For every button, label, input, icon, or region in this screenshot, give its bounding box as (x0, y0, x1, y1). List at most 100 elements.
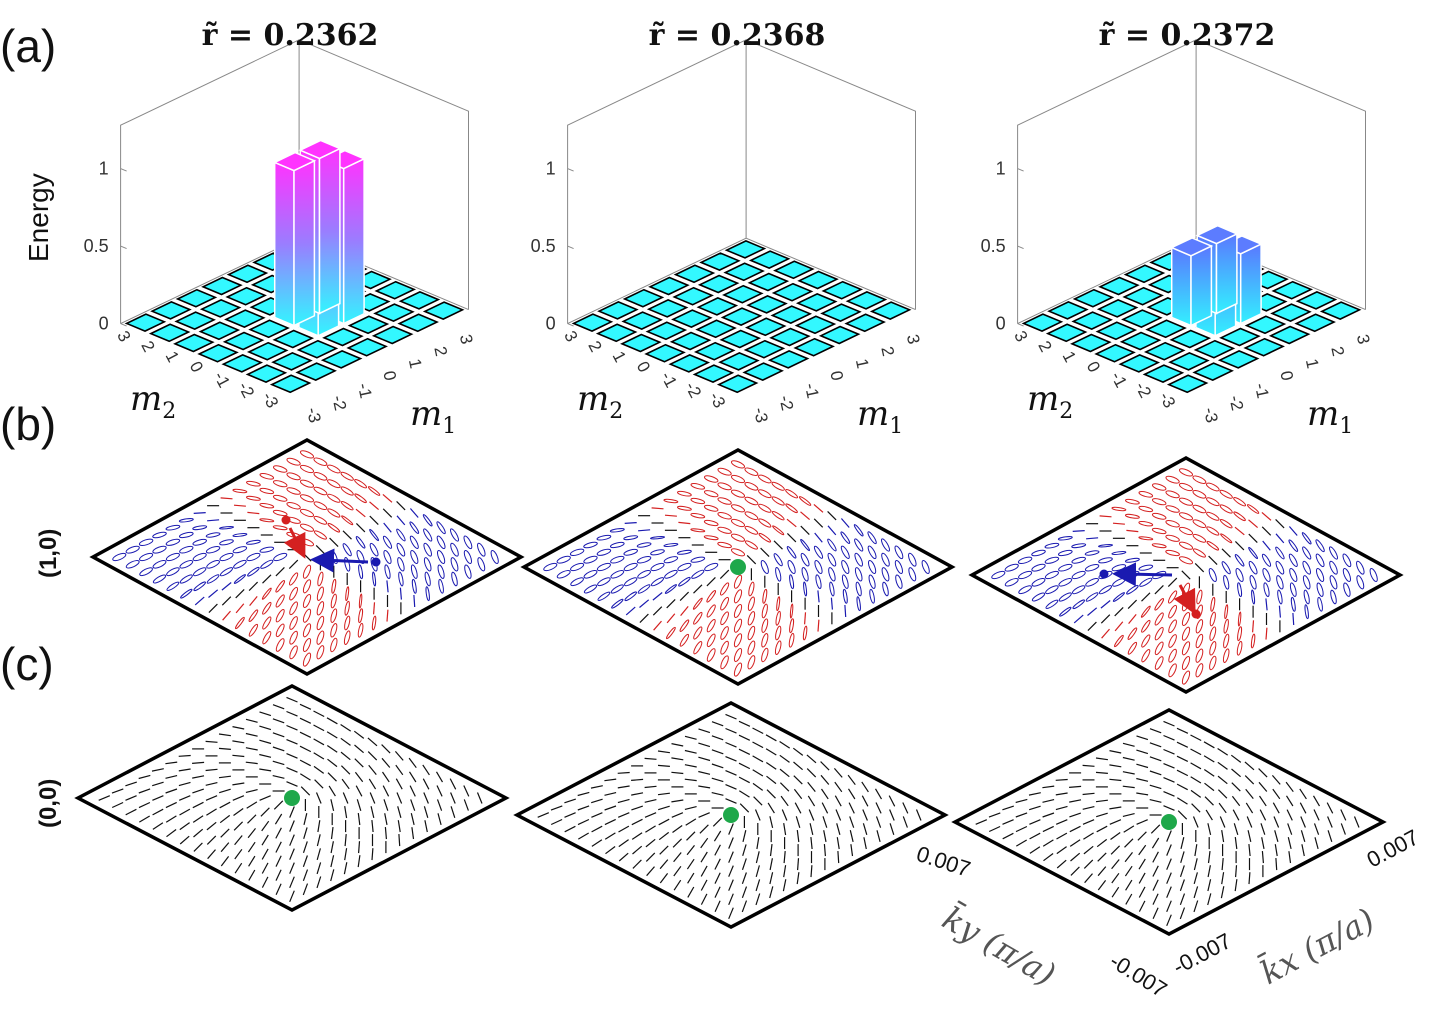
polarization-line (550, 818, 563, 826)
m2-tick-label: 1 (609, 348, 630, 365)
bar-face (293, 159, 316, 327)
polarization-line (275, 841, 282, 853)
polarization-ellipse (436, 521, 446, 535)
m2-axis-label: m2 (577, 379, 623, 424)
polarization-line (1137, 831, 1147, 841)
polarization-line (671, 799, 684, 803)
polarization-line (796, 872, 800, 885)
polarization-ellipse (663, 543, 679, 547)
polarization-line (219, 814, 231, 824)
polarization-line (330, 827, 334, 840)
polarization-ellipse (720, 596, 730, 611)
polarization-ellipse (331, 578, 337, 594)
m2-tick-label: 0 (633, 358, 654, 375)
polarization-line (1248, 872, 1251, 885)
polarization-ellipse (1031, 549, 1046, 557)
polarization-ellipse (730, 504, 746, 513)
polarization-line (659, 845, 669, 855)
polarization-ellipse (1154, 641, 1164, 656)
polarization-line (1314, 837, 1319, 850)
polarization-ellipse (1017, 556, 1033, 565)
polarization-line (1340, 823, 1346, 835)
polarization-line (207, 849, 216, 860)
polarization-line (1152, 893, 1159, 905)
polarization-ellipse (1127, 641, 1138, 655)
polarization-line (369, 501, 379, 511)
m1-axis-label: m1 (857, 394, 903, 439)
polarization-line (232, 740, 245, 744)
polarization-maps-1-0 (89, 438, 1404, 694)
polarization-ellipse (1302, 560, 1311, 575)
polarization-line (1069, 825, 1081, 833)
polarization-line (205, 782, 218, 786)
polarization-line (1100, 614, 1111, 624)
polarization-ellipse (259, 502, 275, 509)
polarization-line (604, 792, 617, 796)
polarization-line (753, 796, 763, 806)
polarization-line (1070, 866, 1080, 876)
polarization-line (1097, 852, 1107, 862)
polarization-ellipse (1178, 468, 1194, 477)
m1-tick-label: -3 (750, 406, 772, 425)
polarization-ellipse (1085, 592, 1099, 602)
polarization-line (1176, 769, 1189, 777)
polarization-line (564, 812, 576, 818)
polarization-ellipse (1233, 497, 1247, 507)
polarization-map (513, 701, 949, 929)
polarization-ellipse (1138, 520, 1154, 527)
polarization-ellipse (1219, 519, 1233, 529)
polarization-ellipse (192, 525, 208, 531)
polarization-line (659, 873, 669, 884)
polarization-line (261, 820, 270, 832)
polarization-line (259, 711, 272, 717)
polarization-ellipse (166, 581, 180, 591)
polarization-line (1217, 747, 1229, 756)
polarization-line (272, 732, 285, 738)
polarization-ellipse (1139, 577, 1153, 587)
polarization-line (261, 834, 269, 846)
polarization-line (260, 807, 270, 817)
polarization-line (382, 493, 393, 503)
polarization-line (1096, 838, 1108, 848)
polarization-line (1299, 802, 1307, 814)
polarization-line (1275, 533, 1285, 544)
polarization-line (316, 834, 321, 847)
polarization-line (645, 838, 656, 848)
polarization-line (152, 822, 164, 830)
polarization-line (1231, 768, 1241, 778)
polarization-line (368, 764, 377, 775)
polarization-ellipse (693, 626, 703, 640)
polarization-line (1163, 777, 1175, 783)
floor-tile (693, 341, 736, 361)
polarization-line (847, 774, 856, 786)
polarization-line (1326, 802, 1334, 814)
polarization-line (1180, 851, 1185, 863)
floor-tile (1270, 303, 1312, 322)
polarization-line (714, 872, 721, 884)
polarization-line (711, 777, 724, 783)
polarization-ellipse (436, 535, 446, 550)
polarization-ellipse (1196, 589, 1203, 605)
polarization-ellipse (316, 586, 324, 601)
polarization-line (756, 837, 760, 850)
polarization-line (1055, 792, 1068, 796)
polarization-line (862, 809, 868, 821)
floor-tile (150, 301, 192, 320)
polarization-line (685, 818, 697, 826)
polarization-ellipse (275, 594, 285, 608)
polarization-ellipse (247, 566, 260, 577)
polarization-line (700, 837, 709, 849)
polarization-ellipse (570, 577, 584, 587)
polarization-line (738, 790, 750, 798)
polarization-ellipse (758, 518, 772, 528)
polarization-ellipse (165, 538, 181, 546)
polarization-line (1163, 763, 1175, 769)
polarization-line (303, 827, 308, 839)
polarization-line (178, 754, 191, 757)
polarization-ellipse (477, 557, 486, 572)
polarization-ellipse (787, 559, 796, 575)
polarization-ellipse (1138, 564, 1154, 571)
polarization-ellipse (690, 556, 706, 563)
polarization-line (165, 788, 178, 794)
polarization-ellipse (358, 593, 363, 609)
